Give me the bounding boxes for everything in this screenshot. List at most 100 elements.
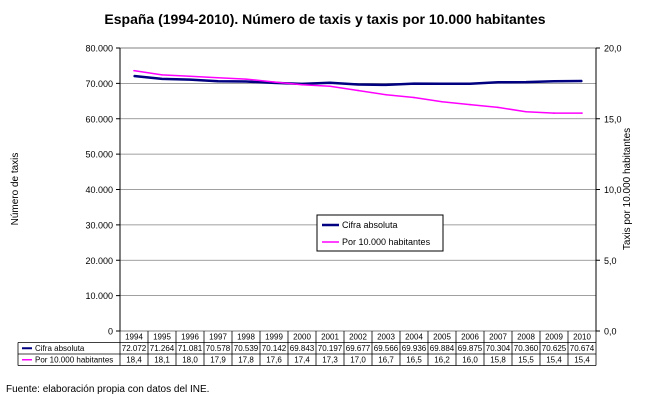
data-point-cifra-absoluta: [581, 80, 583, 82]
x-tick-label: 2009: [545, 333, 563, 342]
data-point-por-10-000-habitantes: [245, 78, 247, 80]
x-tick-label: 1995: [153, 333, 171, 342]
x-tick-label: 2003: [377, 333, 395, 342]
data-label-por-10-000-habitantes: 18,1: [154, 356, 170, 365]
data-point-cifra-absoluta: [497, 81, 499, 84]
data-point-por-10-000-habitantes: [273, 81, 275, 83]
data-point-por-10-000-habitantes: [161, 74, 163, 76]
y-left-tick-label: 10.000: [85, 291, 113, 301]
x-tick-label: 2004: [405, 333, 423, 342]
data-table: 1994 1995 1996 1997 1998 1999 2000 2001 2002 2003…: [17, 331, 597, 366]
data-point-por-10-000-habitantes: [413, 96, 415, 99]
table-series-name-por-10-000-habitantes: Por 10.000 habitantes: [35, 356, 113, 365]
data-label-por-10-000-habitantes: 15,8: [490, 356, 506, 365]
data-label-cifra-absoluta: 69.843: [290, 344, 315, 353]
x-tick-label: 1999: [265, 333, 283, 342]
data-label-por-10-000-habitantes: 15,4: [546, 356, 562, 365]
data-label-por-10-000-habitantes: 17,4: [294, 356, 310, 365]
y-right-tick-label: 10,0: [604, 185, 622, 195]
y-axis-right-label: Taxis por 10.000 habitantes: [622, 128, 633, 250]
data-label-por-10-000-habitantes: 16,2: [434, 356, 450, 365]
y-right-tick-label: 15,0: [604, 114, 622, 124]
data-point-cifra-absoluta: [133, 75, 135, 77]
data-point-cifra-absoluta: [413, 82, 415, 85]
y-left-tick-label: 40.000: [85, 185, 113, 195]
data-label-cifra-absoluta: 69.875: [458, 344, 483, 353]
legend-label-cifra-absoluta: Cifra absoluta: [342, 220, 398, 230]
data-point-por-10-000-habitantes: [217, 76, 219, 79]
data-label-cifra-absoluta: 70.360: [514, 344, 539, 353]
data-label-cifra-absoluta: 70.197: [318, 344, 343, 353]
data-label-por-10-000-habitantes: 17,3: [322, 356, 338, 365]
data-label-cifra-absoluta: 72.072: [122, 344, 147, 353]
x-tick-label: 1997: [209, 333, 227, 342]
data-point-por-10-000-habitantes: [525, 110, 527, 113]
y-right-tick-label: 20,0: [604, 44, 622, 54]
data-point-por-10-000-habitantes: [133, 69, 135, 72]
x-tick-label: 2002: [349, 333, 367, 342]
data-label-por-10-000-habitantes: 16,0: [462, 356, 478, 365]
y-left-tick-label: 30.000: [85, 220, 113, 230]
y-axis-left-label: Número de taxis: [10, 153, 21, 226]
data-point-cifra-absoluta: [553, 80, 555, 82]
data-point-por-10-000-habitantes: [385, 93, 387, 96]
y-left-tick-label: 70.000: [85, 79, 113, 89]
data-point-por-10-000-habitantes: [329, 85, 331, 88]
x-tick-label: 2007: [489, 333, 507, 342]
data-label-cifra-absoluta: 70.304: [486, 344, 511, 353]
x-tick-label: 2010: [573, 333, 591, 342]
data-point-cifra-absoluta: [245, 80, 247, 83]
legend: Cifra absoluta Por 10.000 habitantes: [316, 214, 444, 252]
x-tick-label: 1996: [181, 333, 199, 342]
data-label-cifra-absoluta: 69.884: [430, 344, 455, 353]
data-point-por-10-000-habitantes: [553, 112, 555, 114]
right-axis-ticks: 0,0 5,0 10,0 15,0 20,0: [595, 44, 622, 337]
x-tick-label: 2008: [517, 333, 535, 342]
data-point-cifra-absoluta: [161, 78, 163, 80]
data-label-cifra-absoluta: 70.625: [542, 344, 567, 353]
legend-label-por-10000-habitantes: Por 10.000 habitantes: [342, 237, 431, 247]
left-axis-ticks: 0 10.000 20.000 30.000 40.000 50.000 60.000 70.…: [85, 44, 121, 337]
data-point-cifra-absoluta: [217, 80, 219, 83]
data-label-por-10-000-habitantes: 18,0: [182, 356, 198, 365]
y-right-tick-label: 0,0: [604, 327, 617, 337]
data-point-por-10-000-habitantes: [441, 100, 443, 103]
data-point-cifra-absoluta: [441, 82, 443, 85]
data-label-cifra-absoluta: 70.674: [570, 344, 595, 353]
data-label-por-10-000-habitantes: 15,5: [518, 356, 534, 365]
x-tick-label: 2006: [461, 333, 479, 342]
data-point-cifra-absoluta: [385, 84, 387, 86]
x-tick-label: 1998: [237, 333, 255, 342]
data-point-por-10-000-habitantes: [357, 89, 359, 92]
data-label-por-10-000-habitantes: 17,9: [210, 356, 226, 365]
data-point-por-10-000-habitantes: [301, 83, 303, 86]
data-label-por-10-000-habitantes: 16,5: [406, 356, 422, 365]
data-label-por-10-000-habitantes: 18,4: [126, 356, 142, 365]
chart-title: España (1994-2010). Número de taxis y ta…: [104, 11, 545, 27]
y-right-tick-label: 5,0: [604, 256, 617, 266]
x-tick-label: 2005: [433, 333, 451, 342]
x-tick-label: 2001: [321, 333, 339, 342]
data-label-cifra-absoluta: 70.539: [234, 344, 259, 353]
data-label-cifra-absoluta: 69.677: [346, 344, 371, 353]
source-note: Fuente: elaboración propia con datos del…: [6, 384, 209, 395]
x-tick-label: 1994: [125, 333, 143, 342]
data-label-por-10-000-habitantes: 17,6: [266, 356, 282, 365]
data-label-por-10-000-habitantes: 17,0: [350, 356, 366, 365]
data-label-cifra-absoluta: 71.081: [178, 344, 203, 353]
y-left-tick-label: 0: [108, 327, 113, 337]
series-lines: [133, 69, 583, 114]
data-point-por-10-000-habitantes: [189, 75, 191, 78]
data-label-cifra-absoluta: 69.566: [374, 344, 399, 353]
y-left-tick-label: 20.000: [85, 256, 113, 266]
data-point-por-10-000-habitantes: [497, 106, 499, 109]
y-left-tick-label: 80.000: [85, 44, 113, 54]
data-label-por-10-000-habitantes: 16,7: [378, 356, 394, 365]
table-series-name-cifra-absoluta: Cifra absoluta: [35, 344, 85, 353]
data-label-cifra-absoluta: 70.578: [206, 344, 231, 353]
y-left-tick-label: 60.000: [85, 114, 113, 124]
data-point-cifra-absoluta: [357, 83, 359, 86]
legend-box: [316, 214, 444, 252]
